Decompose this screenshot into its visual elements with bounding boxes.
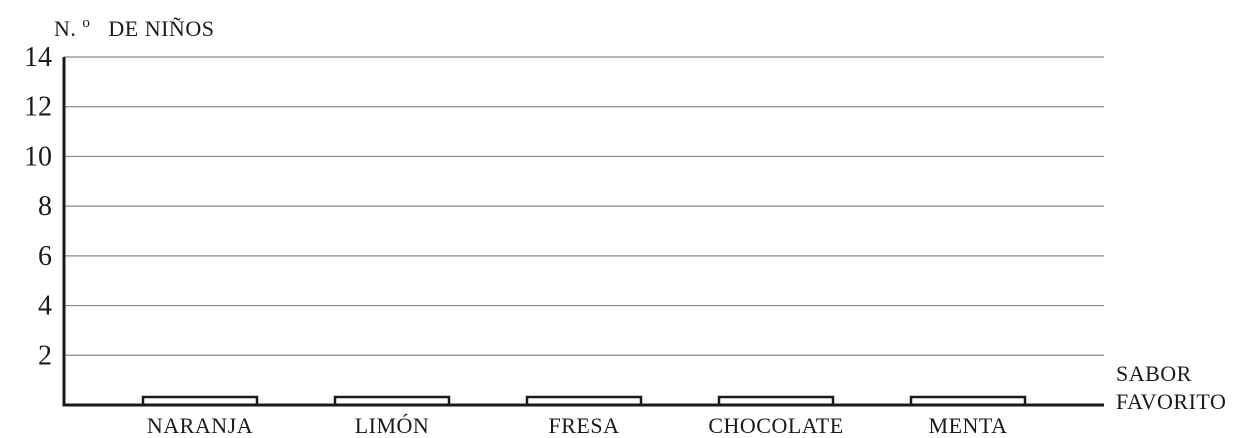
grid-lines (64, 56, 1104, 356)
x-axis-title-line-2: FAVORITO (1116, 389, 1226, 414)
y-tick-label: 4 (38, 291, 52, 322)
axes (62, 57, 1104, 407)
y-tick-label: 2 (38, 340, 52, 371)
x-axis-title: SABOR FAVORITO (1116, 361, 1226, 414)
y-tick-label: 6 (38, 241, 52, 272)
y-tick-label: 12 (24, 92, 52, 123)
x-tick-label: NARANJA (147, 413, 253, 438)
y-axis-title-prefix: N. (54, 16, 76, 41)
y-tick-label: 8 (38, 191, 52, 222)
y-tick-label: 14 (24, 42, 52, 73)
x-tick-label: FRESA (549, 413, 620, 438)
x-axis-title-line-1: SABOR (1116, 361, 1192, 386)
x-tick-label: MENTA (929, 413, 1008, 438)
x-tick-label: CHOCOLATE (708, 413, 843, 438)
y-tick-labels: 2 4 6 8 10 12 14 (24, 42, 52, 371)
y-axis-title-suffix: DE NIÑOS (108, 16, 214, 41)
x-tick-label: LIMÓN (355, 413, 430, 438)
y-tick-label: 10 (24, 141, 52, 172)
y-axis-title: N. o DE NIÑOS (54, 7, 214, 41)
y-axis-title-superscript: o (82, 15, 90, 31)
x-tick-labels: NARANJA LIMÓN FRESA CHOCOLATE MENTA (147, 413, 1008, 438)
